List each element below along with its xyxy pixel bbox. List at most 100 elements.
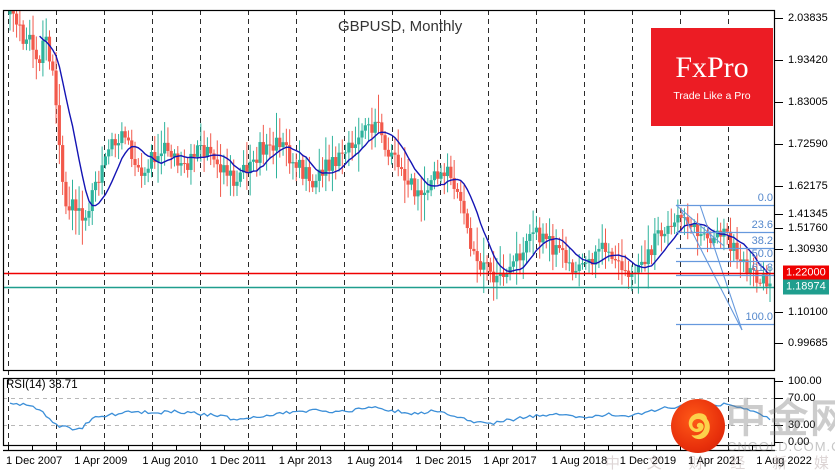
- candle-body: [630, 273, 634, 278]
- candle-body: [126, 137, 131, 141]
- candle-body: [475, 251, 479, 262]
- candle-body: [143, 172, 147, 176]
- candle-body: [482, 262, 486, 270]
- x-axis: [3, 446, 775, 452]
- candle-body: [202, 145, 206, 157]
- candle-body: [146, 168, 150, 173]
- candle-body: [692, 224, 696, 228]
- candle-body: [218, 164, 223, 173]
- candle-body: [636, 264, 640, 273]
- candle-body: [360, 130, 364, 138]
- candle-body: [314, 180, 318, 188]
- candle-body: [67, 206, 71, 211]
- candle-body: [57, 105, 61, 146]
- moving-average-line: [39, 35, 771, 275]
- candle-body: [620, 261, 624, 271]
- candle-body: [570, 262, 575, 273]
- candle-body: [215, 159, 219, 165]
- candle-body: [156, 156, 160, 163]
- candle-body: [212, 153, 216, 160]
- candle-body: [113, 139, 117, 146]
- rsi-tick-label: 30.00: [788, 419, 816, 431]
- candle-body: [686, 217, 690, 225]
- candle-body: [209, 146, 213, 154]
- candle-body: [755, 269, 759, 283]
- candle-body: [149, 152, 154, 169]
- candle-body: [393, 152, 397, 155]
- fxpro-logo: FxPro Trade Like a Pro: [651, 28, 773, 126]
- candle-body: [689, 224, 693, 228]
- candle-body: [34, 49, 38, 60]
- candle-body: [432, 171, 437, 181]
- candle-body: [765, 274, 769, 287]
- candle-body: [758, 282, 762, 284]
- candle-body: [728, 231, 733, 251]
- candle-body: [179, 163, 183, 166]
- candle-body: [656, 230, 660, 234]
- candle-body: [696, 224, 700, 237]
- candle-body: [44, 36, 48, 41]
- candle-body: [406, 180, 410, 185]
- candle-body: [110, 139, 114, 150]
- candle-body: [307, 167, 311, 182]
- candle-body: [554, 245, 558, 255]
- rsi-line: [9, 402, 771, 431]
- candle-body: [21, 24, 25, 44]
- candle-body: [367, 124, 371, 126]
- fib-level-label: 0.0: [757, 192, 773, 204]
- candle-body: [735, 242, 739, 260]
- candle-body: [653, 233, 657, 256]
- candle-body: [205, 146, 210, 157]
- candle-body: [594, 251, 598, 265]
- candle-body: [51, 61, 55, 71]
- candle-body: [399, 167, 404, 170]
- candle-body: [241, 164, 246, 173]
- candle-body: [189, 153, 193, 170]
- candle-body: [732, 242, 736, 251]
- candle-body: [343, 152, 348, 154]
- candle-body: [324, 159, 328, 176]
- candle-body: [47, 36, 52, 62]
- candle-body: [715, 230, 719, 238]
- candle-body: [182, 163, 186, 165]
- price-tick-label: 0.99685: [788, 337, 828, 349]
- price-tick-label: 1.30930: [788, 243, 828, 255]
- candle-body: [284, 142, 288, 146]
- fib-level-label: 23.6: [751, 219, 773, 231]
- candle-body: [199, 145, 203, 147]
- axis-frame: [2, 9, 776, 447]
- candle-body: [541, 233, 545, 243]
- candle-body: [679, 214, 683, 218]
- price-tick-label: 1.51760: [788, 222, 828, 234]
- candle-body: [524, 240, 529, 253]
- rsi-caption: RSI(14) 38.71: [6, 379, 78, 391]
- candle-body: [255, 159, 259, 163]
- price-pane-bg: [3, 10, 775, 370]
- fibonacci-levels: [676, 204, 775, 326]
- candle-body: [70, 199, 75, 211]
- fxpro-tagline: Trade Like a Pro: [673, 89, 751, 102]
- x-tick-label: 1 Aug 2014: [347, 455, 403, 467]
- candle-body: [488, 262, 492, 272]
- rsi-tick-label: 0.00: [788, 436, 810, 448]
- candle-body: [380, 122, 384, 136]
- candle-body: [544, 233, 548, 240]
- price-tick-label: 1.10100: [788, 306, 828, 318]
- fib-level-label: 38.2: [751, 235, 773, 247]
- candle-body: [11, 10, 15, 14]
- x-tick-label: 1 Dec 2019: [619, 455, 677, 467]
- candle-body: [561, 248, 565, 251]
- candle-body: [28, 34, 32, 40]
- candle-body: [265, 144, 269, 155]
- candle-body: [357, 137, 361, 145]
- price-tick-label: 2.03835: [788, 12, 828, 24]
- candlestick-series: [8, 10, 772, 302]
- x-tick-label: 1 Aug 2018: [551, 455, 608, 467]
- candle-body: [600, 242, 604, 249]
- x-tick-label: 1 Aug 2010: [142, 455, 199, 467]
- candle-body: [422, 192, 427, 196]
- price-tick-label: 1.62175: [788, 180, 828, 192]
- candle-body: [271, 145, 275, 151]
- x-tick-label: 1 Dec 2007: [6, 455, 63, 467]
- candle-body: [87, 211, 91, 218]
